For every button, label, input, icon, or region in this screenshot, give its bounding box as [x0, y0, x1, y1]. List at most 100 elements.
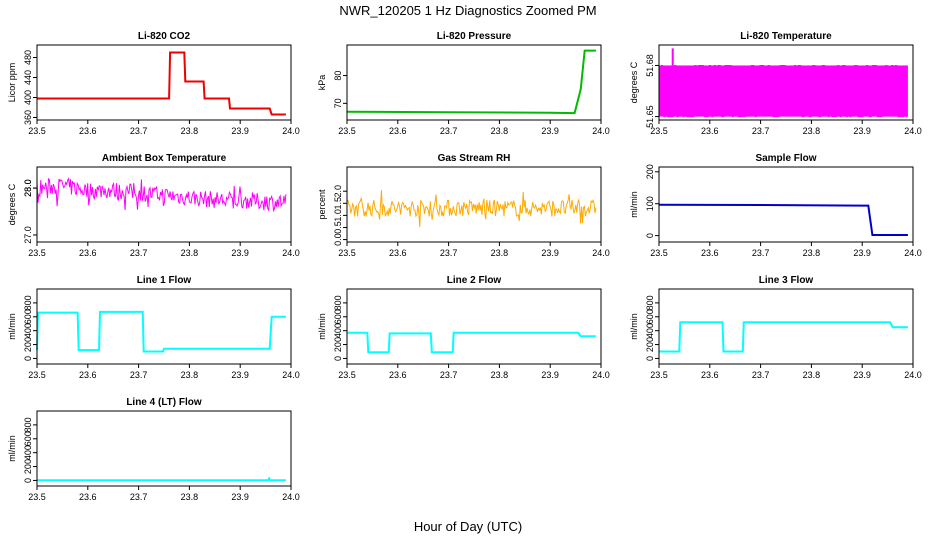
x-tick-label: 23.6 — [701, 248, 719, 258]
x-tick-label: 24.0 — [904, 370, 922, 380]
x-tick-label: 23.7 — [130, 248, 148, 258]
figure-x-axis-label: Hour of Day (UTC) — [414, 519, 522, 534]
series-line — [36, 177, 287, 213]
x-tick-label: 23.7 — [130, 370, 148, 380]
y-tick-label: 200 — [333, 337, 343, 352]
plot-frame — [36, 44, 292, 121]
series-line — [37, 476, 286, 482]
y-tick-label: 200 — [645, 164, 655, 179]
x-tick-label: 23.9 — [853, 126, 871, 136]
panel-7: Line 1 Flow 23.5 23.6 23.7 23.8 23.9 24.0 0 2004… — [7, 275, 300, 380]
panel-10: Line 4 (LT) Flow 23.5 23.6 23.7 23.8 23.9 24.0… — [7, 397, 300, 502]
x-tick-label: 23.5 — [28, 492, 46, 502]
x-tick-label: 23.7 — [752, 370, 770, 380]
plot-frame — [36, 410, 292, 487]
y-tick-label: 27.0 — [23, 226, 33, 244]
x-tick-label: 23.5 — [338, 370, 356, 380]
plot-frame — [658, 166, 914, 243]
y-axis-label: ml/min — [629, 313, 639, 340]
y-tick-label: 200 — [23, 459, 33, 474]
y-axis-label: ml/min — [7, 313, 17, 340]
y-axis-label: degrees C — [7, 183, 17, 225]
series-line — [37, 51, 286, 116]
panel-4: Ambient Box Temperature 23.5 23.6 23.7 23.8 2… — [7, 153, 300, 258]
panel-title: Ambient Box Temperature — [102, 153, 227, 164]
y-tick-label: 600 — [23, 431, 33, 446]
x-tick-label: 23.5 — [338, 248, 356, 258]
y-tick-label: 400 — [23, 90, 33, 105]
y-tick-label: 360 — [23, 110, 33, 125]
x-tick-label: 23.9 — [541, 370, 559, 380]
x-tick-label: 23.8 — [491, 370, 509, 380]
x-tick-label: 23.9 — [853, 370, 871, 380]
series-line — [658, 203, 908, 236]
x-tick-label: 23.8 — [181, 126, 199, 136]
y-tick-label: 0 — [645, 233, 655, 238]
series-line — [347, 331, 596, 354]
x-tick-label: 23.6 — [389, 126, 407, 136]
panel-6: Sample Flow 23.5 23.6 23.7 23.8 23.9 24.0 0 100 2… — [629, 153, 922, 258]
panel-title: Sample Flow — [755, 153, 816, 164]
y-tick-label: 200 — [645, 337, 655, 352]
series-line — [346, 49, 596, 115]
y-axis-label: degrees C — [629, 61, 639, 103]
x-tick-label: 23.9 — [231, 248, 249, 258]
x-tick-label: 23.7 — [752, 126, 770, 136]
x-tick-label: 23.5 — [650, 126, 668, 136]
x-tick-label: 23.7 — [440, 370, 458, 380]
y-tick-label: 0.5 — [333, 221, 343, 234]
y-tick-label: 0 — [23, 356, 33, 361]
x-tick-label: 24.0 — [592, 370, 610, 380]
x-tick-label: 23.8 — [491, 126, 509, 136]
y-axis-label: ml/min — [7, 435, 17, 462]
x-tick-label: 23.8 — [803, 370, 821, 380]
x-tick-label: 24.0 — [904, 126, 922, 136]
x-tick-label: 24.0 — [282, 492, 300, 502]
y-tick-label: 480 — [23, 50, 33, 65]
x-tick-label: 23.7 — [752, 248, 770, 258]
y-tick-label: 400 — [333, 323, 343, 338]
panel-8: Line 2 Flow 23.5 23.6 23.7 23.8 23.9 24.0 0 2004… — [317, 275, 610, 380]
panel-3: Li-820 Temperature 23.5 23.6 23.7 23.8 23.9 24… — [629, 31, 922, 136]
x-tick-label: 23.5 — [28, 248, 46, 258]
y-tick-label: 400 — [23, 445, 33, 460]
panel-title: Li-820 CO2 — [138, 31, 191, 42]
panel-2: Li-820 Pressure 23.5 23.6 23.7 23.8 23.9 24.0 7… — [317, 31, 610, 136]
x-tick-label: 23.7 — [130, 492, 148, 502]
y-axis-label: kPa — [317, 75, 327, 91]
x-tick-label: 23.8 — [181, 492, 199, 502]
x-tick-label: 23.8 — [181, 248, 199, 258]
x-tick-label: 23.9 — [231, 126, 249, 136]
y-tick-label: 80 — [333, 71, 343, 81]
y-tick-label: 1.5 — [333, 197, 343, 210]
y-axis-label: percent — [317, 189, 327, 220]
y-tick-label: 28.0 — [23, 179, 33, 197]
x-tick-label: 24.0 — [282, 248, 300, 258]
x-tick-label: 23.6 — [389, 370, 407, 380]
x-tick-label: 24.0 — [282, 126, 300, 136]
x-tick-label: 24.0 — [592, 126, 610, 136]
plot-frame — [346, 44, 602, 121]
x-tick-label: 23.9 — [541, 126, 559, 136]
panel-title: Line 1 Flow — [137, 275, 192, 286]
y-tick-label: 200 — [23, 337, 33, 352]
series-line — [36, 310, 286, 353]
plot-frame — [346, 288, 602, 365]
x-tick-label: 23.9 — [231, 492, 249, 502]
x-tick-label: 23.7 — [440, 248, 458, 258]
x-tick-label: 23.6 — [701, 126, 719, 136]
y-tick-label: 0 — [23, 478, 33, 483]
plot-frame — [346, 166, 602, 243]
y-axis-label: ml/min — [317, 313, 327, 340]
figure-title: NWR_120205 1 Hz Diagnostics Zoomed PM — [339, 3, 596, 18]
x-tick-label: 23.9 — [853, 248, 871, 258]
panel-title: Li-820 Pressure — [437, 31, 512, 42]
x-tick-label: 23.8 — [181, 370, 199, 380]
plot-frame — [658, 288, 914, 365]
y-tick-label: 400 — [23, 323, 33, 338]
series-line — [346, 190, 597, 227]
y-tick-label: 440 — [23, 70, 33, 85]
panel-title: Li-820 Temperature — [740, 31, 832, 42]
y-tick-label: 1.0 — [333, 209, 343, 222]
x-tick-label: 23.8 — [803, 126, 821, 136]
